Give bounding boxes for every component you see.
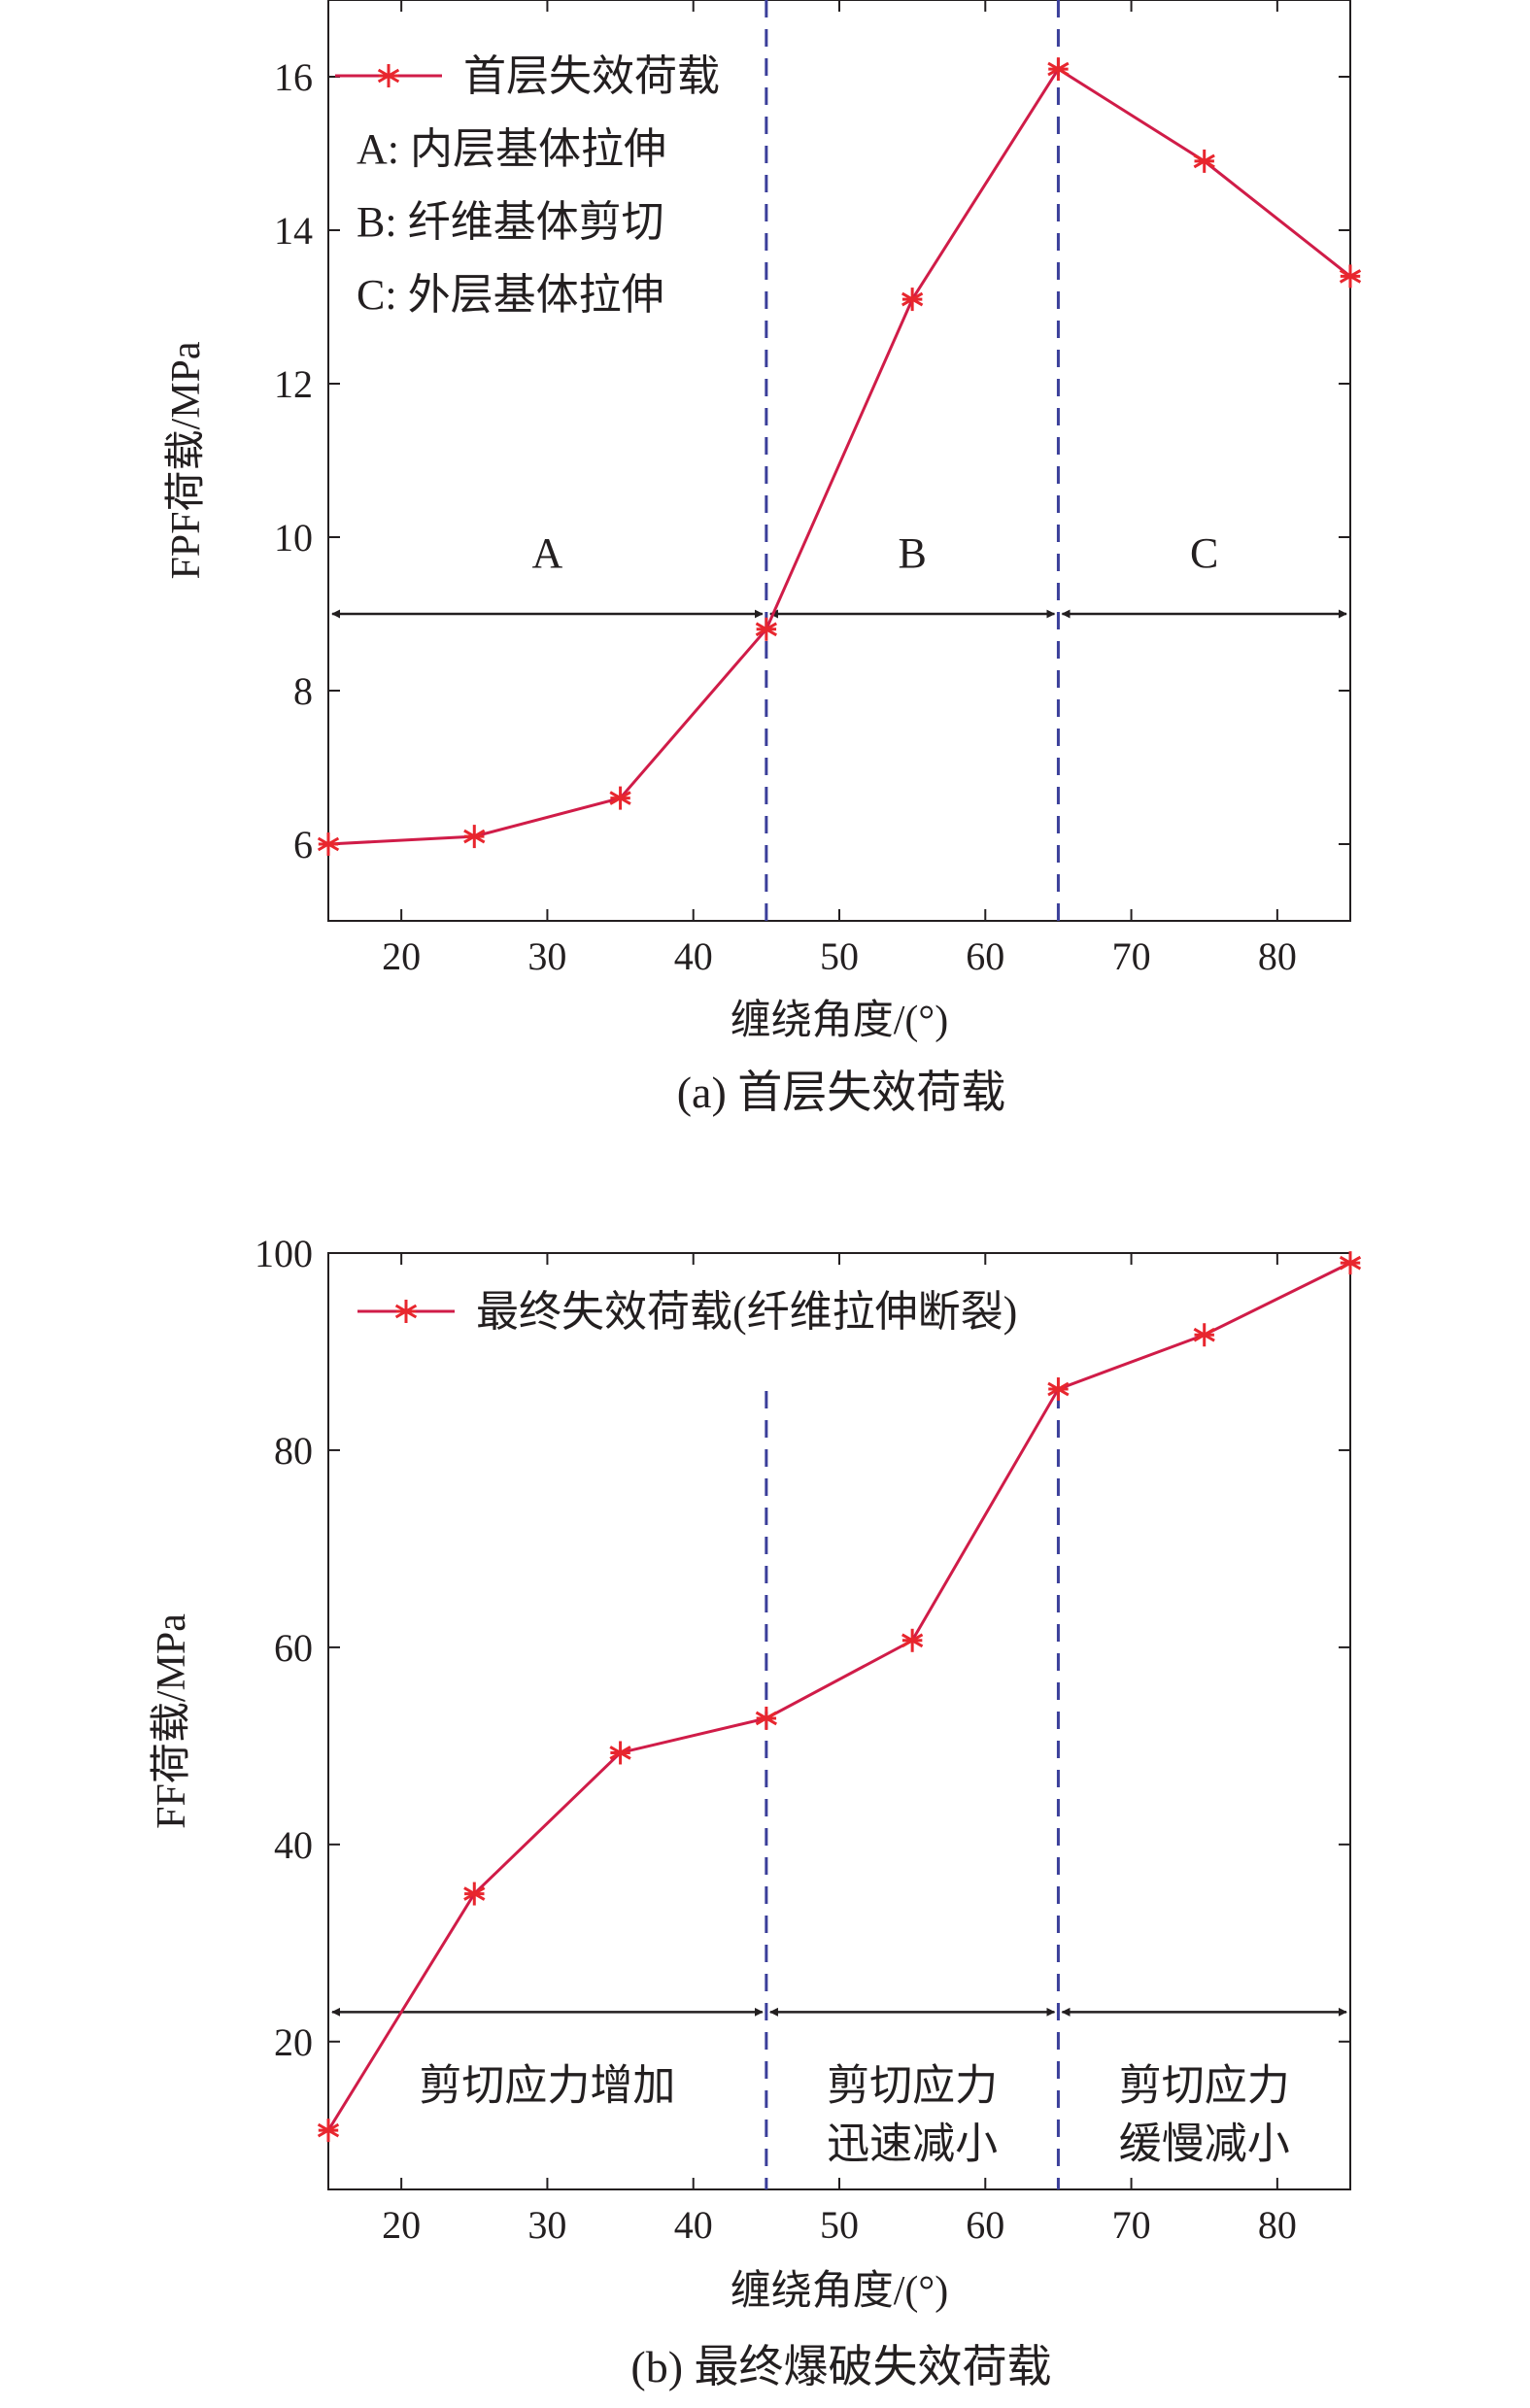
data-point-marker — [1339, 1251, 1362, 1275]
data-point-marker — [377, 64, 400, 87]
chart-b: 20 30 40 50 60 70 80 20 40 60 80 100 缠绕角度/(°) FF荷载/MP… — [150, 1232, 1362, 2391]
x-tick-label: 50 — [820, 934, 859, 978]
data-point-marker — [1339, 264, 1362, 288]
x-tick-label: 20 — [382, 934, 421, 978]
legend-label: 首层失效荷载 — [463, 52, 720, 100]
x-tick-label: 50 — [820, 2203, 859, 2247]
region-label: 剪切应力 — [827, 2061, 998, 2109]
data-point-marker — [1047, 1377, 1070, 1402]
y-tick-label: 8 — [293, 669, 313, 713]
legend-label: 最终失效荷载(纤维拉伸断裂) — [476, 1288, 1017, 1336]
y-axis-label: FPF荷载/MPa — [164, 341, 209, 579]
x-tick-label: 20 — [382, 2203, 421, 2247]
region-label: B — [898, 529, 926, 577]
y-tick-label: 40 — [274, 1823, 313, 1867]
data-point-marker — [317, 832, 340, 856]
x-tick-label: 80 — [1258, 2203, 1297, 2247]
data-point-marker — [1193, 1323, 1215, 1347]
x-axis-label: 缠绕角度/(°) — [731, 998, 948, 1043]
chart-caption: (a) 首层失效荷载 — [677, 1068, 1006, 1117]
y-tick-label: 60 — [274, 1626, 313, 1670]
data-point-marker — [463, 1882, 486, 1906]
x-tick-label: 70 — [1112, 934, 1151, 978]
series-line — [327, 67, 1351, 846]
data-point-marker — [463, 825, 486, 849]
chart-a: 20 30 40 50 60 70 80 6 8 10 12 14 16 缠绕角度/(°) FPF荷载/MP… — [164, 0, 1362, 1117]
x-tick-label: 60 — [966, 934, 1004, 978]
legend-annotation: C: 外层基体拉伸 — [357, 271, 664, 319]
chart-caption: (b) 最终爆破失效荷载 — [630, 2342, 1051, 2391]
data-point-marker — [1193, 149, 1215, 173]
x-tick-label: 60 — [966, 2203, 1004, 2247]
region-label: A — [532, 529, 563, 577]
region-label: C — [1190, 529, 1218, 577]
region-label: 剪切应力增加 — [419, 2061, 675, 2109]
data-point-marker — [755, 617, 777, 641]
data-point-marker — [394, 1300, 418, 1323]
y-axis-label: FF荷载/MPa — [150, 1613, 194, 1829]
data-point-marker — [317, 2119, 340, 2143]
x-tick-label: 40 — [674, 934, 713, 978]
y-tick-label: 80 — [274, 1429, 313, 1473]
data-point-marker — [1047, 57, 1070, 82]
region-label: 迅速减小 — [827, 2120, 998, 2167]
data-point-marker — [609, 786, 631, 810]
y-tick-label: 100 — [255, 1232, 313, 1275]
plot-frame — [327, 1252, 1351, 2190]
y-tick-label: 20 — [274, 2020, 313, 2064]
data-point-marker — [609, 1741, 631, 1765]
data-point-marker — [901, 288, 924, 312]
data-point-marker — [901, 1628, 924, 1652]
region-label: 剪切应力 — [1119, 2061, 1290, 2109]
x-tick-label: 80 — [1258, 934, 1297, 978]
x-tick-label: 40 — [674, 2203, 713, 2247]
x-tick-label: 30 — [527, 2203, 566, 2247]
x-tick-label: 30 — [527, 934, 566, 978]
x-axis-label: 缠绕角度/(°) — [731, 2268, 948, 2314]
y-tick-label: 16 — [274, 55, 313, 99]
y-tick-label: 12 — [274, 362, 313, 406]
data-point-marker — [755, 1706, 777, 1730]
y-tick-label: 6 — [293, 823, 313, 866]
region-label: 缓慢减小 — [1119, 2120, 1290, 2167]
y-tick-label: 14 — [274, 209, 313, 253]
legend-annotation: B: 纤维基体剪切 — [357, 198, 664, 246]
x-tick-label: 70 — [1112, 2203, 1151, 2247]
y-tick-label: 10 — [274, 516, 313, 560]
legend-annotation: A: 内层基体拉伸 — [357, 125, 666, 173]
series-line — [326, 1261, 1351, 2131]
